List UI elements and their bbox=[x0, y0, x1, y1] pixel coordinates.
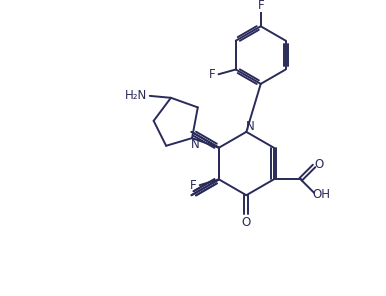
Text: N: N bbox=[246, 120, 254, 133]
Text: F: F bbox=[208, 68, 215, 81]
Text: H₂N: H₂N bbox=[125, 89, 147, 102]
Text: N: N bbox=[191, 138, 199, 151]
Text: O: O bbox=[314, 157, 323, 170]
Text: F: F bbox=[257, 0, 264, 12]
Text: F: F bbox=[190, 179, 196, 192]
Text: OH: OH bbox=[313, 188, 331, 201]
Text: O: O bbox=[242, 215, 251, 229]
